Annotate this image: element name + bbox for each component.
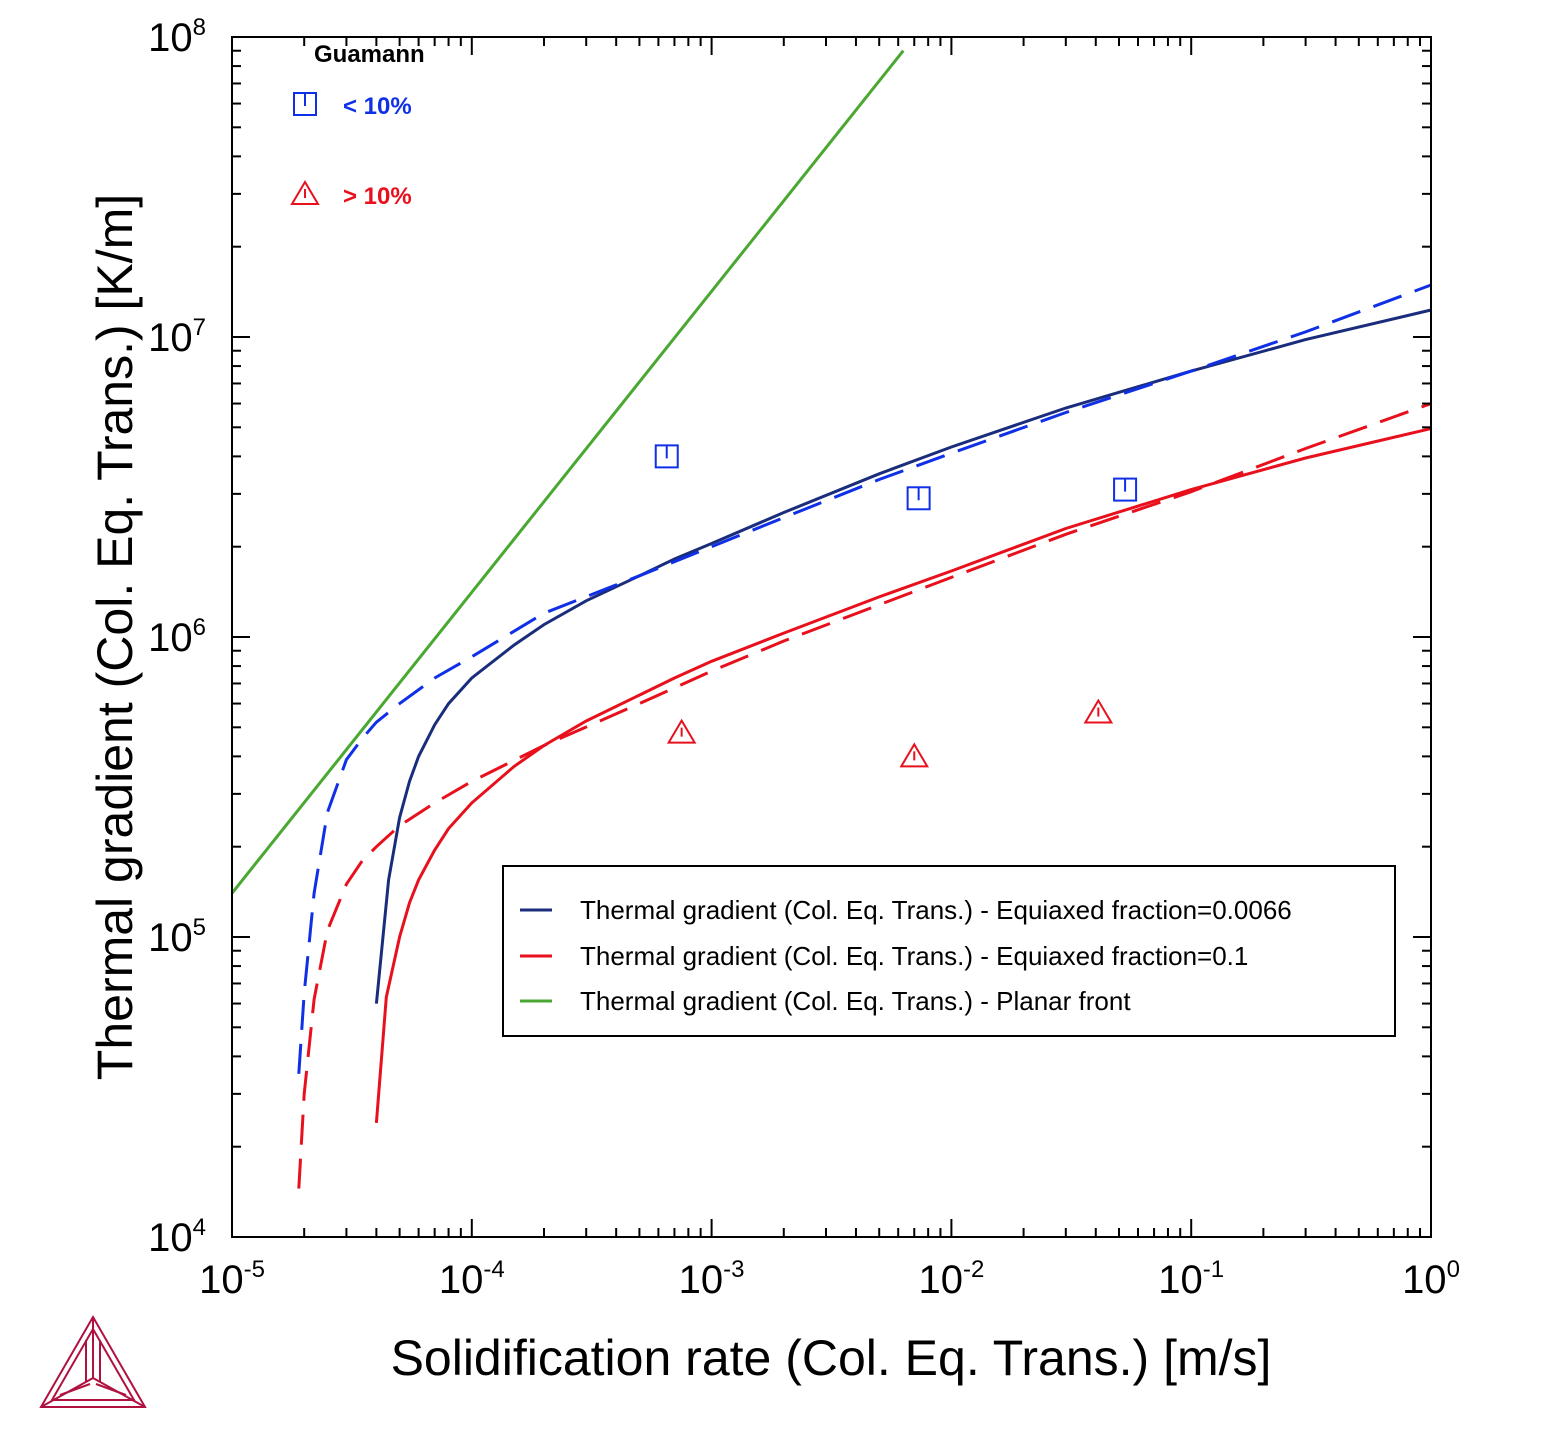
legend-box [502, 865, 1396, 1037]
series-layer [230, 49, 1432, 1189]
x-tick-label: 10-3 [679, 1256, 745, 1302]
experimental-legend-label-1: > 10% [343, 183, 412, 210]
y-tick-label: 106 [148, 614, 206, 660]
data-point-square-1 [906, 486, 931, 511]
legend-label-equiaxed-0-0066: Thermal gradient (Col. Eq. Trans.) - Equ… [580, 895, 1292, 925]
thermo-calc-logo-icon [39, 1315, 147, 1408]
series-line-2 [297, 402, 1432, 1189]
y-tick-label: 108 [148, 14, 206, 60]
experimental-legend: < 10% > 10% [290, 92, 412, 210]
y-tick-label: 105 [148, 914, 206, 960]
y-tick-label: 104 [148, 1214, 206, 1260]
x-axis-ticks [231, 37, 1422, 1237]
legend-label-planar-front: Thermal gradient (Col. Eq. Trans.) - Pla… [580, 986, 1131, 1016]
legend: Thermal gradient (Col. Eq. Trans.) - Equ… [502, 865, 1396, 1037]
x-axis-tick-labels: 10-5 10-4 10-3 10-2 10-1 100 [199, 1256, 1460, 1302]
series-line-3 [374, 427, 1432, 1124]
y-axis-ticks [232, 49, 1431, 1238]
experimental-legend-label-0: < 10% [343, 93, 412, 120]
data-point-triangle-1 [899, 742, 930, 768]
series-line-0 [374, 308, 1432, 1004]
experimental-legend-square-icon [293, 92, 317, 116]
data-point-square-2 [1113, 477, 1138, 502]
x-tick-label: 10-4 [439, 1256, 505, 1302]
series-line-1 [297, 283, 1432, 1074]
x-tick-label: 10-5 [199, 1256, 265, 1302]
experimental-legend-triangle-icon [290, 180, 320, 205]
x-tick-label: 10-1 [1158, 1256, 1224, 1302]
legend-label-equiaxed-0-1: Thermal gradient (Col. Eq. Trans.) - Equ… [580, 941, 1248, 971]
y-tick-label: 107 [148, 314, 206, 360]
x-axis-label: Solidification rate (Col. Eq. Trans.) [m… [391, 1330, 1272, 1386]
x-tick-label: 10-2 [918, 1256, 984, 1302]
y-axis-tick-labels: 104 105 106 107 108 [148, 14, 206, 1260]
data-point-triangle-2 [1083, 698, 1114, 724]
data-point-square-0 [654, 444, 679, 469]
y-axis-label: Thermal gradient (Col. Eq. Trans.) [K/m] [87, 194, 143, 1080]
marker-layer [654, 444, 1138, 768]
series-line-4 [230, 49, 905, 895]
experimental-title: Guamann [314, 41, 425, 68]
x-tick-label: 100 [1402, 1256, 1460, 1302]
data-point-triangle-0 [666, 718, 697, 744]
